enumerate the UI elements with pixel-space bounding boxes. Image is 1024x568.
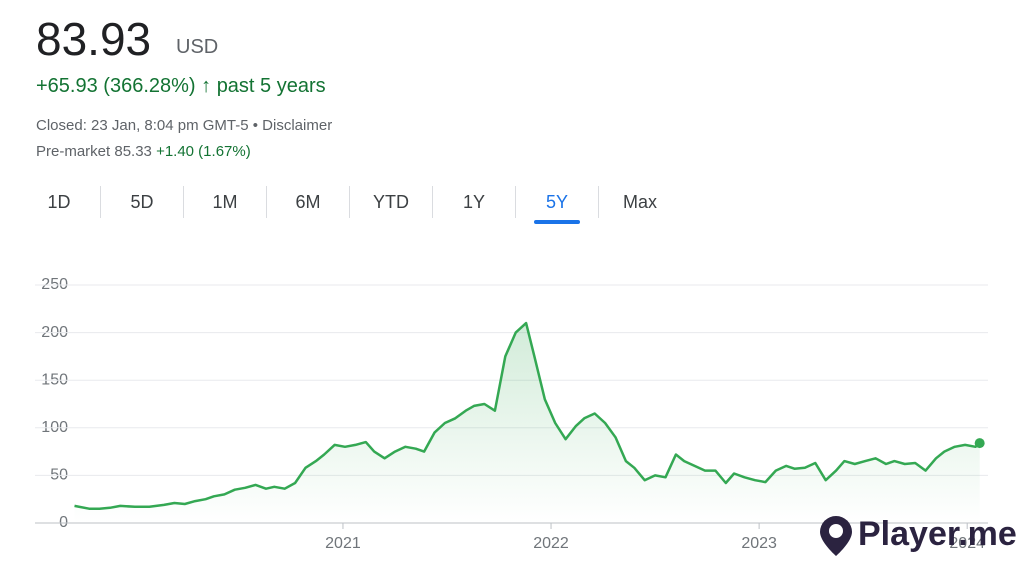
premarket-label: Pre-market 85.33 [36,143,152,160]
tab[interactable]: 5D [100,186,183,218]
premarket-change: +1.40 (1.67%) [156,143,251,160]
arrow: ↑ [201,75,212,97]
x-tick-label: 2022 [533,535,569,552]
premarket: Pre-market 85.33 +1.40 (1.67%) [36,143,251,160]
currency: USD [176,36,219,58]
closed-info: Closed: 23 Jan, 8:04 pm GMT-5 • Disclaim… [36,117,333,134]
tab[interactable]: YTD [349,186,432,218]
end-point [974,438,985,449]
change-value: +65.93 (366.28%) [36,75,196,97]
range-tabs: 1D 5D 1M 6M YTD 1Y 5Y Max [18,186,681,224]
x-tick-label: 2021 [325,535,361,552]
tab[interactable]: 6M [266,186,349,218]
price: 83.93 [36,13,152,65]
tab[interactable]: 1D [47,192,71,212]
x-tick-label: 2024 [949,535,985,552]
area-fill [74,323,980,523]
period: past 5 years [216,75,326,97]
x-tick-label: 2023 [741,535,777,552]
watermark-text: Player.me [858,515,1017,553]
watermark: Player.me [820,515,1017,556]
tab[interactable]: Max [598,186,681,218]
tab[interactable]: 1Y [432,186,515,218]
price-line [74,321,981,510]
change: +65.93 (366.28%) ↑ past 5 years [36,75,326,98]
tab[interactable]: 1M [183,186,266,218]
tab[interactable]: 5Y [515,186,598,224]
